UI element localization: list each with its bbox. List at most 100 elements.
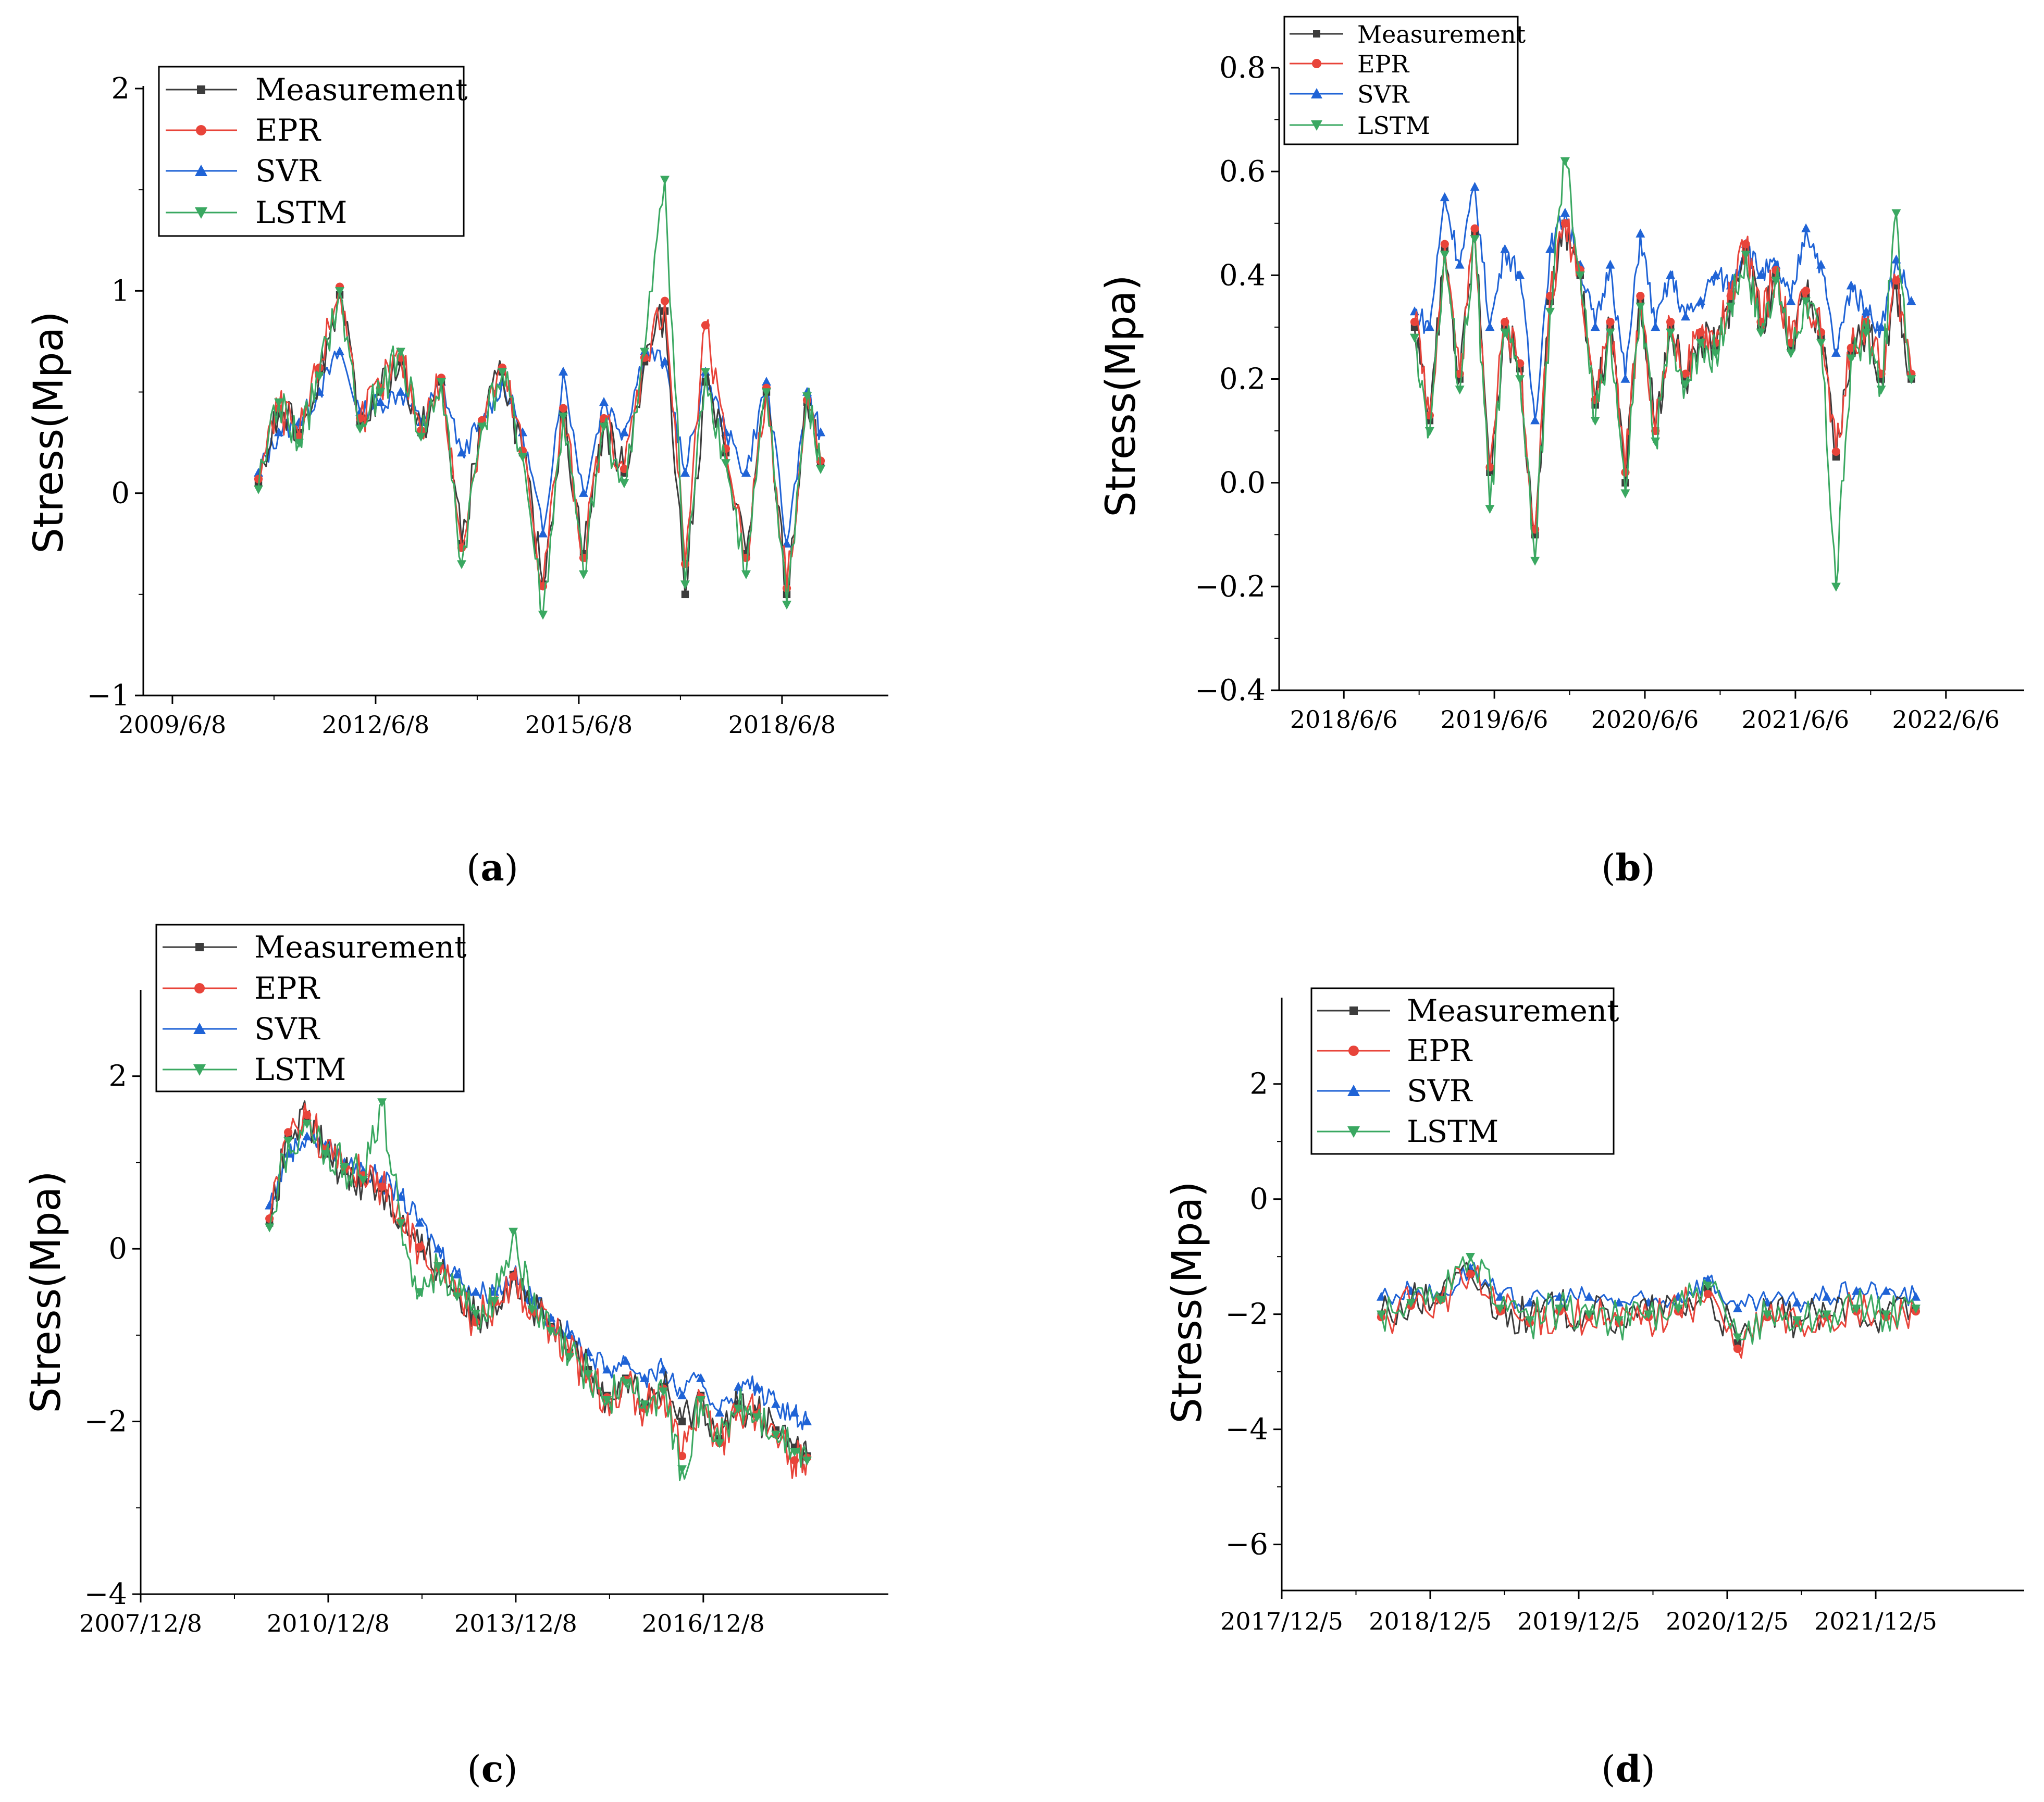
data-point-lstm bbox=[715, 1439, 725, 1448]
data-point-lstm bbox=[602, 1396, 612, 1406]
x-tick-label: 2015/6/8 bbox=[525, 711, 633, 739]
x-tick-label: 2018/6/8 bbox=[728, 711, 836, 739]
data-point-lstm bbox=[1822, 1310, 1831, 1320]
data-point-lstm bbox=[1786, 349, 1796, 358]
data-point-svr bbox=[696, 1373, 706, 1382]
data-point-lstm bbox=[437, 378, 446, 387]
data-point-lstm bbox=[416, 432, 426, 442]
data-point-lstm bbox=[321, 1150, 331, 1159]
data-point-epr bbox=[1802, 287, 1811, 295]
legend-entry-epr-b: EPR bbox=[1290, 50, 1410, 78]
caption-b: (b) bbox=[1601, 846, 1655, 889]
x-tick-label: 2007/12/8 bbox=[79, 1609, 202, 1637]
data-point-epr bbox=[1892, 276, 1901, 285]
data-point-lstm bbox=[1440, 251, 1450, 260]
data-point-svr bbox=[490, 1287, 500, 1296]
triangle-up-marker-icon bbox=[1311, 88, 1322, 98]
data-point-svr bbox=[1786, 296, 1796, 305]
data-point-lstm bbox=[1605, 328, 1615, 338]
y-tick-label: −1 bbox=[86, 679, 130, 713]
data-point-lstm bbox=[1673, 1304, 1683, 1314]
data-point-lstm bbox=[680, 580, 690, 590]
square-marker-icon bbox=[1349, 1006, 1358, 1015]
data-point-svr bbox=[1620, 374, 1630, 383]
data-point-lstm bbox=[1485, 505, 1495, 514]
data-point-lstm bbox=[1741, 251, 1751, 260]
data-point-svr bbox=[1636, 228, 1645, 238]
data-point-lstm bbox=[620, 479, 629, 489]
legend-entry-svr-b: SVR bbox=[1290, 80, 1410, 108]
triangle-up-marker-icon bbox=[1347, 1085, 1360, 1096]
data-point-lstm bbox=[599, 422, 609, 432]
y-tick-label: −0.2 bbox=[1195, 570, 1266, 604]
data-point-lstm bbox=[518, 453, 527, 462]
y-axis-label-c: Stress(Mpa) bbox=[23, 1171, 70, 1413]
triangle-up-marker-icon bbox=[195, 165, 207, 176]
x-tick-label: 2013/12/8 bbox=[454, 1609, 577, 1637]
legend-entry-lstm-b: LSTM bbox=[1290, 111, 1430, 140]
data-point-svr bbox=[471, 1287, 481, 1296]
data-point-measurement bbox=[681, 590, 689, 599]
data-point-lstm bbox=[1515, 375, 1525, 384]
legend-label-svr: SVR bbox=[1407, 1073, 1473, 1109]
series-line-epr bbox=[257, 286, 822, 589]
data-point-epr bbox=[790, 1456, 799, 1465]
y-tick-label: 0 bbox=[108, 1232, 127, 1266]
x-tick-label: 2016/12/8 bbox=[642, 1609, 765, 1637]
data-point-measurement bbox=[678, 1418, 686, 1425]
data-point-lstm bbox=[538, 611, 548, 620]
data-point-svr bbox=[1846, 280, 1856, 290]
data-point-svr bbox=[433, 1244, 443, 1253]
data-point-epr bbox=[1696, 328, 1705, 337]
data-point-lstm bbox=[1410, 333, 1419, 343]
plot-area-c: −4 −2 0 2 2007/12/8 2010/12/8 2013/12/8 2016/12… bbox=[79, 990, 888, 1637]
data-point-lstm bbox=[1666, 328, 1676, 338]
x-tick-label: 2010/12/8 bbox=[267, 1609, 390, 1637]
data-point-lstm bbox=[790, 1448, 800, 1457]
data-point-svr bbox=[1424, 322, 1434, 331]
data-point-lstm bbox=[802, 392, 812, 402]
legend-label-measurement: Measurement bbox=[254, 929, 466, 965]
data-point-lstm bbox=[340, 1163, 350, 1172]
y-tick-label: −2 bbox=[84, 1405, 127, 1439]
y-tick-label: 0 bbox=[111, 477, 130, 511]
data-point-lstm bbox=[1846, 354, 1856, 364]
data-point-svr bbox=[1876, 322, 1886, 331]
legend-entry-epr-a: EPR bbox=[166, 113, 321, 148]
data-point-lstm bbox=[621, 1378, 631, 1388]
data-point-lstm bbox=[396, 347, 405, 357]
data-point-epr bbox=[579, 553, 588, 563]
data-point-lstm bbox=[283, 1137, 293, 1146]
x-tick-label: 2020/6/6 bbox=[1591, 705, 1699, 734]
panel-a: Stress(Mpa) −1 0 1 2 2009/6/8 2012/6/8 2015/6/… bbox=[26, 66, 888, 889]
data-point-epr bbox=[1666, 317, 1675, 327]
data-point-epr bbox=[1485, 463, 1494, 471]
data-point-lstm bbox=[1816, 339, 1826, 348]
data-point-svr bbox=[741, 467, 751, 477]
data-point-lstm bbox=[1732, 1333, 1742, 1343]
data-point-svr bbox=[1465, 1263, 1475, 1272]
data-point-lstm bbox=[1861, 328, 1871, 338]
y-tick-label: 0 bbox=[1249, 1183, 1268, 1216]
data-point-lstm bbox=[701, 368, 710, 377]
data-point-svr bbox=[579, 488, 588, 497]
data-point-lstm bbox=[1876, 386, 1886, 395]
x-tick-label: 2017/12/5 bbox=[1220, 1607, 1343, 1635]
data-point-lstm bbox=[471, 1310, 481, 1319]
data-point-svr bbox=[294, 417, 304, 426]
legend-label-epr: EPR bbox=[254, 971, 320, 1006]
data-point-measurement bbox=[1733, 1339, 1742, 1347]
data-point-epr bbox=[284, 1128, 293, 1137]
data-point-lstm bbox=[490, 1297, 500, 1306]
data-point-lstm bbox=[433, 1262, 443, 1272]
data-point-svr bbox=[715, 1408, 725, 1417]
data-point-svr bbox=[1500, 244, 1510, 253]
y-tick-label: −4 bbox=[84, 1577, 127, 1611]
panel-d: Stress(Mpa) −6 −4 −2 0 2 2017/12/5 2018/12/5 20… bbox=[1164, 987, 2024, 1791]
legend-entry-measurement-b: Measurement bbox=[1290, 20, 1526, 48]
data-point-svr bbox=[660, 356, 670, 366]
data-point-lstm bbox=[1891, 209, 1901, 218]
legend-label-measurement: Measurement bbox=[1407, 993, 1619, 1028]
x-tick-label: 2021/12/5 bbox=[1814, 1607, 1937, 1635]
data-point-svr bbox=[1881, 1286, 1891, 1295]
